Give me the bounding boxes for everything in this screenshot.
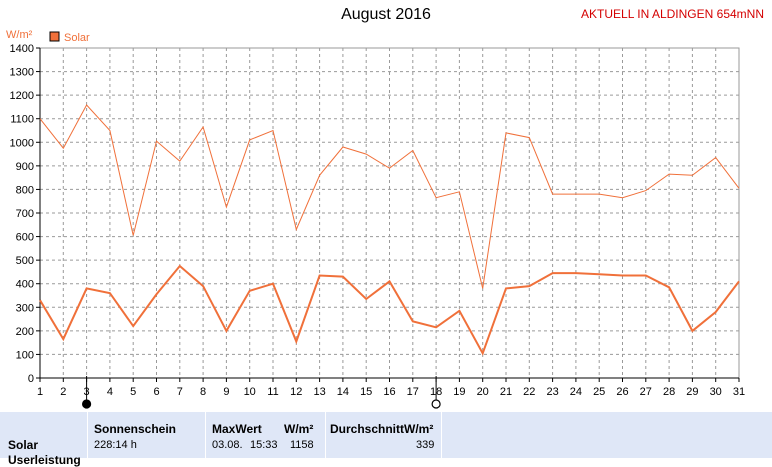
x-tick-label: 11 bbox=[267, 386, 278, 398]
x-tick-label: 15 bbox=[360, 386, 372, 398]
x-tick-label: 25 bbox=[593, 386, 605, 398]
durchschnitt-value: 339 bbox=[416, 439, 435, 451]
y-tick-label: 700 bbox=[16, 208, 34, 220]
y-tick-label: 200 bbox=[16, 326, 34, 338]
durchschnitt-header: Durchschnitt bbox=[330, 422, 405, 436]
summary-row-label-cut: Userleistung bbox=[8, 453, 81, 467]
x-tick-label: 27 bbox=[640, 386, 652, 398]
maxwert-header: MaxWert bbox=[212, 422, 262, 436]
y-tick-label: 300 bbox=[16, 302, 34, 314]
y-tick-label: 100 bbox=[16, 349, 34, 361]
x-tick-label: 16 bbox=[383, 386, 395, 398]
x-tick-label: 22 bbox=[523, 386, 535, 398]
station-label: AKTUELL IN ALDINGEN 654mNN bbox=[581, 7, 764, 21]
summary-col-durchschnitt bbox=[325, 412, 441, 458]
y-axis-label: W/m² bbox=[6, 29, 33, 41]
x-tick-label: 28 bbox=[663, 386, 675, 398]
sonnenschein-header: Sonnenschein bbox=[94, 422, 177, 436]
full-moon-icon bbox=[431, 399, 441, 409]
x-tick-label: 30 bbox=[710, 386, 722, 398]
y-tick-label: 1100 bbox=[10, 114, 34, 126]
new-moon-icon bbox=[81, 399, 92, 409]
y-tick-label: 1300 bbox=[10, 67, 34, 79]
summary-panel bbox=[0, 412, 772, 458]
series-line-max bbox=[39, 104, 740, 289]
summary-row-label: Solar bbox=[8, 438, 39, 452]
series-line-average bbox=[39, 264, 740, 356]
y-tick-label: 400 bbox=[16, 279, 34, 291]
solar-chart: 0 100 200 300 400 500 600 700 800 900 1000 1100 1200… bbox=[6, 29, 745, 409]
x-tick-label: 21 bbox=[500, 386, 512, 398]
grid-lines bbox=[40, 47, 739, 378]
x-tick-label: 31 bbox=[733, 386, 745, 398]
maxwert-date: 03.08. bbox=[212, 439, 243, 451]
summary-col-maxwert bbox=[205, 412, 325, 458]
x-tick-label: 14 bbox=[337, 386, 349, 398]
legend-label: Solar bbox=[64, 32, 90, 44]
y-tick-label: 900 bbox=[16, 161, 34, 173]
y-tick-label: 600 bbox=[16, 232, 34, 244]
y-tick-label: 800 bbox=[16, 184, 34, 196]
x-tick-label: 7 bbox=[177, 386, 183, 398]
y-tick-label: 1400 bbox=[10, 43, 34, 55]
y-tick-label: 1000 bbox=[10, 137, 34, 149]
x-tick-label: 23 bbox=[546, 386, 558, 398]
x-tick-label: 12 bbox=[290, 386, 302, 398]
legend-swatch bbox=[49, 31, 60, 42]
sonnenschein-value: 228:14 h bbox=[94, 439, 137, 451]
x-tick-label: 24 bbox=[570, 386, 582, 398]
summary-col-sonnenschein bbox=[87, 412, 205, 458]
maxwert-time: 15:33 bbox=[250, 439, 278, 451]
maxwert-unit: W/m² bbox=[284, 422, 314, 436]
x-tick-label: 20 bbox=[477, 386, 489, 398]
chart-title: August 2016 bbox=[341, 6, 431, 23]
y-tick-label: 0 bbox=[28, 373, 34, 385]
durchschnitt-unit: W/m² bbox=[404, 422, 434, 436]
y-tick-label: 1200 bbox=[10, 90, 34, 102]
x-tick-label: 10 bbox=[244, 386, 256, 398]
x-tick-label: 6 bbox=[153, 386, 159, 398]
x-tick-label: 2 bbox=[60, 386, 66, 398]
maxwert-value: 1158 bbox=[290, 439, 314, 451]
x-tick-label: 13 bbox=[313, 386, 325, 398]
summary-col-empty bbox=[441, 412, 772, 458]
x-tick-label: 4 bbox=[107, 386, 113, 398]
x-tick-label: 1 bbox=[37, 386, 43, 398]
x-tick-label: 19 bbox=[453, 386, 465, 398]
x-tick-label: 17 bbox=[407, 386, 419, 398]
x-tick-label: 26 bbox=[616, 386, 628, 398]
x-tick-label: 9 bbox=[223, 386, 229, 398]
x-tick-label: 29 bbox=[686, 386, 698, 398]
x-tick-label: 8 bbox=[200, 386, 206, 398]
y-tick-label: 500 bbox=[16, 255, 34, 267]
x-tick-label: 5 bbox=[130, 386, 136, 398]
